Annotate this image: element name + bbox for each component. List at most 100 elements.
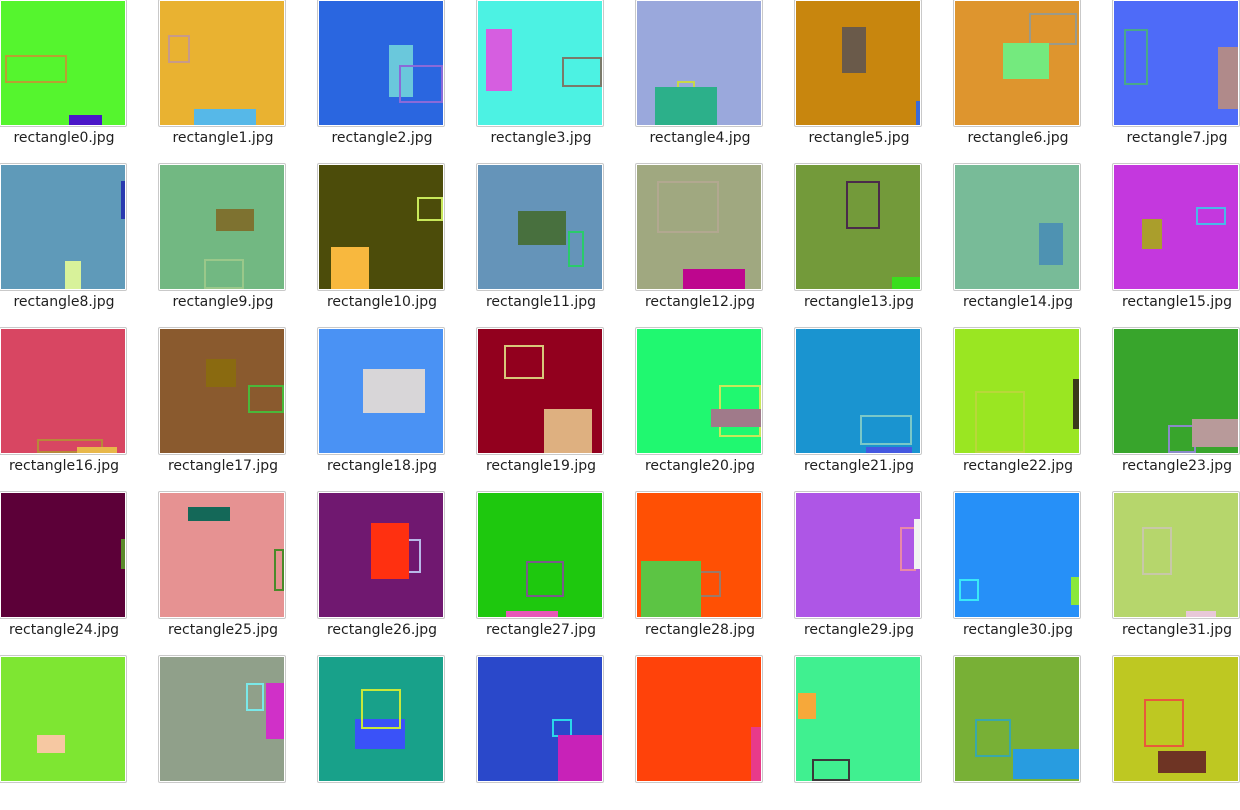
file-thumbnail[interactable] [0, 0, 127, 127]
file-item[interactable]: rectangle7.jpg [1112, 0, 1240, 154]
file-item[interactable]: rectangle31.jpg [1112, 491, 1240, 646]
file-item[interactable]: rectangle23.jpg [1112, 327, 1240, 482]
thumbnail-image [1, 657, 125, 781]
file-item[interactable]: rectangle27.jpg [476, 491, 605, 646]
file-thumbnail[interactable] [158, 491, 286, 619]
file-thumbnail[interactable] [953, 163, 1081, 291]
file-item[interactable] [317, 655, 446, 810]
file-item[interactable]: rectangle25.jpg [158, 491, 287, 646]
file-item[interactable] [158, 655, 287, 810]
file-thumbnail[interactable] [794, 0, 922, 127]
file-thumbnail[interactable] [158, 655, 286, 783]
file-thumbnail[interactable] [317, 0, 445, 127]
file-thumbnail[interactable] [317, 327, 445, 455]
filled-rectangle [916, 101, 920, 125]
file-thumbnail[interactable] [0, 163, 127, 291]
file-thumbnail[interactable] [1112, 491, 1240, 619]
file-item[interactable]: rectangle3.jpg [476, 0, 605, 154]
outline-rectangle [399, 65, 443, 103]
file-item[interactable]: rectangle22.jpg [953, 327, 1082, 482]
filled-rectangle [1142, 219, 1162, 249]
file-item[interactable] [0, 655, 128, 810]
file-item[interactable]: rectangle14.jpg [953, 163, 1082, 318]
file-thumbnail[interactable] [476, 163, 604, 291]
file-item[interactable]: rectangle26.jpg [317, 491, 446, 646]
file-thumbnail[interactable] [476, 655, 604, 783]
file-item[interactable]: rectangle17.jpg [158, 327, 287, 482]
file-thumbnail[interactable] [635, 327, 763, 455]
file-thumbnail[interactable] [794, 491, 922, 619]
file-name: rectangle12.jpg [644, 294, 756, 310]
file-thumbnail[interactable] [158, 327, 286, 455]
file-item[interactable]: rectangle11.jpg [476, 163, 605, 318]
file-name: rectangle26.jpg [326, 622, 438, 638]
thumbnail-image [637, 165, 761, 289]
file-item[interactable]: rectangle1.jpg [158, 0, 287, 154]
file-item[interactable] [1112, 655, 1240, 810]
file-thumbnail[interactable] [1112, 163, 1240, 291]
filled-rectangle [363, 369, 425, 413]
file-item[interactable]: rectangle2.jpg [317, 0, 446, 154]
file-item[interactable]: rectangle0.jpg [0, 0, 128, 154]
file-thumbnail[interactable] [476, 0, 604, 127]
file-thumbnail[interactable] [1112, 327, 1240, 455]
filled-rectangle [69, 115, 102, 125]
thumbnail-image [319, 329, 443, 453]
file-item[interactable]: rectangle20.jpg [635, 327, 764, 482]
outline-rectangle [121, 539, 125, 569]
file-item[interactable]: rectangle10.jpg [317, 163, 446, 318]
file-thumbnail[interactable] [0, 655, 127, 783]
file-item[interactable]: rectangle29.jpg [794, 491, 923, 646]
file-item[interactable]: rectangle13.jpg [794, 163, 923, 318]
thumbnail-image [637, 657, 761, 781]
file-thumbnail[interactable] [635, 163, 763, 291]
file-thumbnail[interactable] [0, 491, 127, 619]
file-item[interactable]: rectangle30.jpg [953, 491, 1082, 646]
file-thumbnail[interactable] [794, 655, 922, 783]
file-thumbnail[interactable] [1112, 655, 1240, 783]
file-thumbnail[interactable] [476, 491, 604, 619]
file-item[interactable]: rectangle24.jpg [0, 491, 128, 646]
file-thumbnail[interactable] [794, 163, 922, 291]
filled-rectangle [216, 209, 254, 231]
file-item[interactable]: rectangle4.jpg [635, 0, 764, 154]
file-item[interactable]: rectangle19.jpg [476, 327, 605, 482]
file-name: rectangle22.jpg [962, 458, 1074, 474]
file-item[interactable]: rectangle15.jpg [1112, 163, 1240, 318]
file-thumbnail[interactable] [635, 655, 763, 783]
file-item[interactable]: rectangle16.jpg [0, 327, 128, 482]
file-thumbnail[interactable] [158, 163, 286, 291]
file-item[interactable]: rectangle12.jpg [635, 163, 764, 318]
thumbnail-image [637, 329, 761, 453]
file-item[interactable]: rectangle28.jpg [635, 491, 764, 646]
file-thumbnail[interactable] [1112, 0, 1240, 127]
file-item[interactable]: rectangle8.jpg [0, 163, 128, 318]
file-thumbnail[interactable] [317, 163, 445, 291]
file-item[interactable] [635, 655, 764, 810]
file-item[interactable]: rectangle21.jpg [794, 327, 923, 482]
file-item[interactable]: rectangle5.jpg [794, 0, 923, 154]
file-thumbnail[interactable] [953, 0, 1081, 127]
file-item[interactable]: rectangle18.jpg [317, 327, 446, 482]
file-name: rectangle27.jpg [485, 622, 597, 638]
file-item[interactable]: rectangle9.jpg [158, 163, 287, 318]
file-thumbnail[interactable] [953, 327, 1081, 455]
file-thumbnail[interactable] [953, 655, 1081, 783]
file-thumbnail[interactable] [158, 0, 286, 127]
file-name: rectangle30.jpg [962, 622, 1074, 638]
thumbnail-image [160, 165, 284, 289]
file-thumbnail[interactable] [794, 327, 922, 455]
file-item[interactable] [953, 655, 1082, 810]
file-thumbnail[interactable] [317, 655, 445, 783]
file-thumbnail[interactable] [0, 327, 127, 455]
file-item[interactable]: rectangle6.jpg [953, 0, 1082, 154]
file-thumbnail[interactable] [317, 491, 445, 619]
file-thumbnail[interactable] [635, 491, 763, 619]
file-thumbnail[interactable] [476, 327, 604, 455]
outline-rectangle [246, 683, 264, 711]
file-thumbnail[interactable] [953, 491, 1081, 619]
file-item[interactable] [476, 655, 605, 810]
file-item[interactable] [794, 655, 923, 810]
file-thumbnail[interactable] [635, 0, 763, 127]
outline-rectangle [562, 57, 602, 87]
